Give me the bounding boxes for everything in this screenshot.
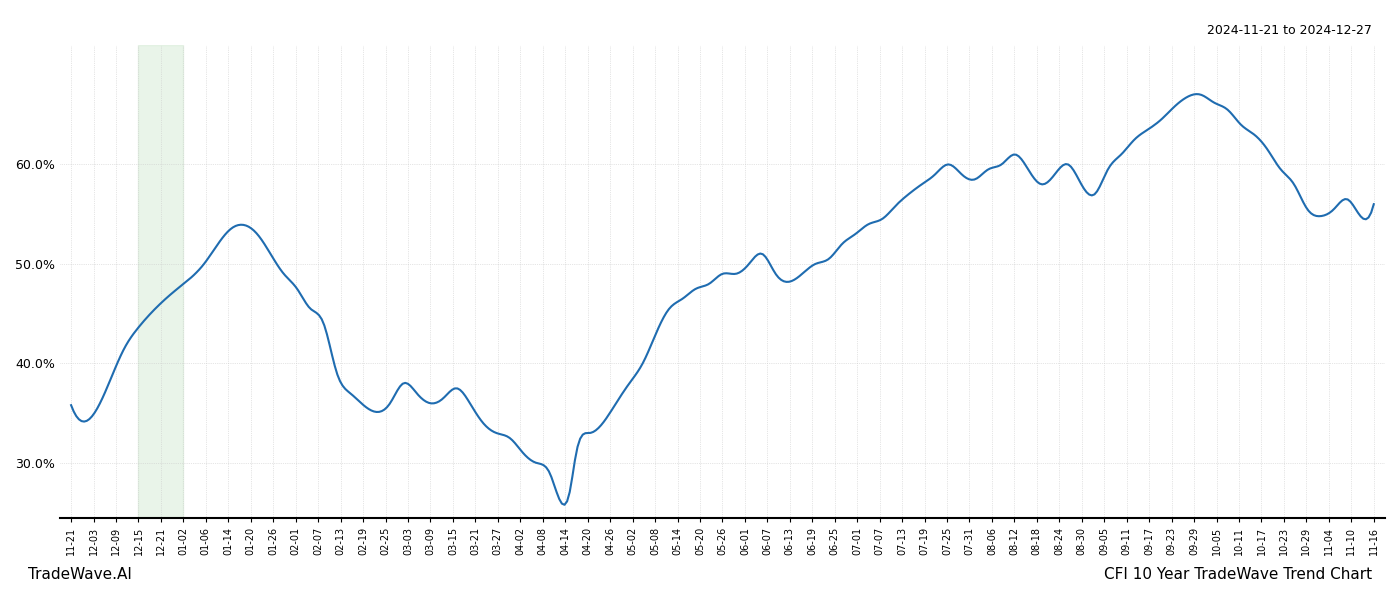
Text: TradeWave.AI: TradeWave.AI [28, 567, 132, 582]
Text: CFI 10 Year TradeWave Trend Chart: CFI 10 Year TradeWave Trend Chart [1103, 567, 1372, 582]
Bar [139, 45, 183, 518]
Text: 2024-11-21 to 2024-12-27: 2024-11-21 to 2024-12-27 [1207, 24, 1372, 37]
